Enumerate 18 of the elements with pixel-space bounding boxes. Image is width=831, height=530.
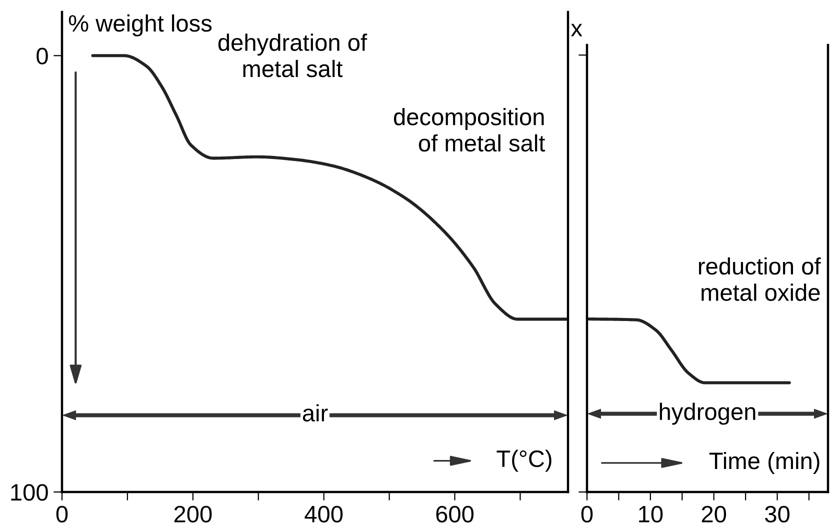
- x-axis-title: T(°C): [496, 450, 552, 472]
- annotation: dehydration of metal salt: [218, 34, 368, 78]
- annotation: hydrogen: [660, 402, 756, 425]
- x-tick-label: 200: [174, 506, 212, 523]
- annotation: decomposition of metal salt: [394, 108, 546, 152]
- x-tick-label: 10: [639, 506, 663, 523]
- x-tick-label: 600: [436, 506, 474, 523]
- x-tick-label: 30: [765, 506, 790, 523]
- text: x: [570, 24, 582, 36]
- y-axis-title: % weight loss: [68, 14, 212, 36]
- x-axis-title: Time (min): [709, 452, 820, 474]
- x-tick-label: 0: [581, 506, 593, 523]
- x-tick-label: 20: [702, 506, 726, 523]
- x-tick-label: 0: [56, 506, 68, 523]
- y-tick-label: 100: [11, 484, 48, 501]
- annotation: air: [302, 404, 328, 422]
- annotation: reduction of metal oxide: [698, 257, 821, 301]
- x-tick-label: 400: [304, 506, 343, 523]
